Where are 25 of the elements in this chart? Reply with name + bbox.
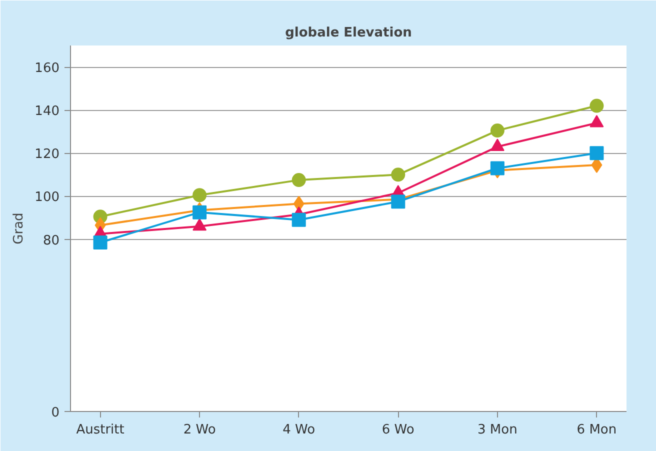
point bbox=[490, 161, 504, 176]
y-tick-label: 0 bbox=[51, 406, 60, 420]
point bbox=[590, 146, 604, 160]
x-tick-label: 2 Wo bbox=[183, 422, 216, 438]
chart-title: globale Elevation bbox=[285, 26, 412, 40]
y-tick-label: 100 bbox=[34, 190, 60, 206]
x-tick-label: Austritt bbox=[76, 422, 124, 438]
point bbox=[192, 188, 207, 202]
point bbox=[192, 205, 207, 220]
point bbox=[292, 173, 306, 188]
point bbox=[93, 235, 108, 250]
x-tick-label: 3 Mon bbox=[478, 422, 518, 438]
x-tick-label: 4 Wo bbox=[282, 422, 316, 438]
point bbox=[292, 212, 306, 227]
y-tick-label: 140 bbox=[34, 104, 60, 120]
point bbox=[590, 98, 604, 113]
x-tick-label: 6 Mon bbox=[576, 422, 617, 438]
y-tick-label: 120 bbox=[34, 147, 60, 162]
x-tick-label: 6 Wo bbox=[382, 422, 414, 438]
point bbox=[391, 168, 406, 182]
y-axis-title: Grad bbox=[12, 212, 27, 244]
y-tick-label: 80 bbox=[42, 233, 60, 248]
point bbox=[391, 194, 406, 209]
point bbox=[490, 124, 504, 138]
y-tick-label: 160 bbox=[34, 61, 60, 76]
